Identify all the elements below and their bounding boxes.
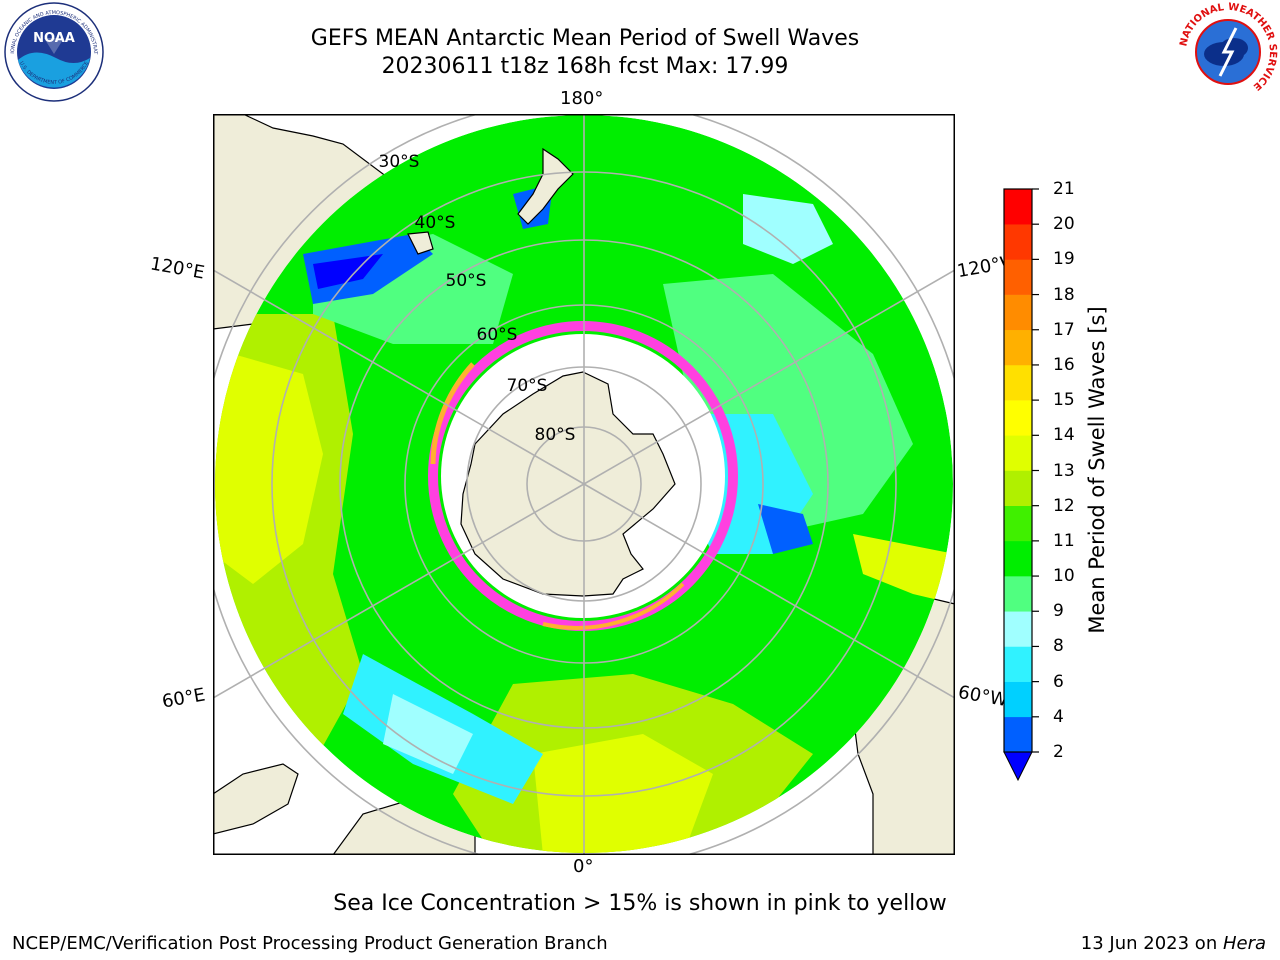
colorbar-tick-label: 2 — [1053, 742, 1064, 762]
land-madagascar — [213, 763, 299, 835]
land-tasmania — [407, 231, 434, 255]
colorbar-segments — [1004, 189, 1032, 753]
colorbar-tick-label: 18 — [1053, 284, 1075, 305]
swell-zone-south-peak — [533, 734, 713, 853]
colorbar-tick-label: 11 — [1053, 530, 1075, 551]
swell-zone-southwest-light — [383, 694, 473, 774]
colorbar — [1003, 188, 1039, 782]
lat-label-60s: 60°S — [477, 325, 518, 345]
polar-map: 30°S 40°S 50°S 60°S 70°S 80°S — [213, 114, 955, 855]
meridian-60e — [213, 483, 585, 699]
meridian-120e — [213, 269, 585, 485]
chart-title: GEFS MEAN Antarctic Mean Period of Swell… — [310, 26, 860, 51]
colorbar-tick-label: 12 — [1053, 495, 1075, 516]
sea-ice-note: Sea Ice Concentration > 15% is shown in … — [333, 891, 947, 916]
lat-label-40s: 40°S — [415, 213, 456, 233]
colorbar-tick-label: 20 — [1053, 214, 1075, 235]
lon-label-0: 0° — [573, 856, 594, 877]
colorbar-segment — [1004, 540, 1032, 577]
sea-ice-edge-orange-2 — [542, 582, 685, 630]
colorbar-tick-label: 13 — [1053, 460, 1075, 481]
chart-subtitle: 20230611 t18z 168h fcst Max: 17.99 — [381, 54, 789, 79]
colorbar-segment — [1004, 189, 1032, 225]
colorbar-tick-label: 15 — [1053, 390, 1075, 411]
lat-label-80s: 80°S — [535, 425, 576, 445]
run-host: Hera — [1222, 933, 1266, 954]
nws-logo: NATIONAL WEATHER SERVICE — [1178, 2, 1278, 100]
noaa-logo-text: NOAA — [33, 31, 75, 46]
land-antarctica — [460, 371, 676, 597]
sea-ice-edge-orange — [430, 362, 475, 465]
swell-zone-patagonia-shelf — [853, 534, 953, 604]
lat-label-30s: 30°S — [379, 152, 420, 172]
colorbar-tick-label: 21 — [1053, 179, 1075, 199]
colorbar-segment — [1004, 716, 1032, 753]
graticule — [213, 114, 955, 855]
run-date: 13 Jun 2023 on Hera — [1081, 933, 1266, 954]
swell-zone-northeast-light — [743, 194, 833, 264]
colorbar-tick-label: 10 — [1053, 566, 1075, 587]
colorbar-tick-label: 4 — [1053, 706, 1064, 727]
colorbar-segment — [1004, 224, 1032, 260]
colorbar-tick-label: 8 — [1053, 636, 1064, 657]
colorbar-extend-arrow — [1003, 751, 1033, 782]
run-date-text: 13 Jun 2023 on — [1080, 933, 1223, 954]
colorbar-segment — [1004, 470, 1032, 506]
colorbar-segment — [1004, 329, 1032, 366]
colorbar-segment — [1004, 400, 1032, 436]
meridian-60w — [583, 483, 955, 699]
land-new-zealand — [517, 147, 574, 225]
swell-zone-west-peak — [215, 354, 323, 584]
colorbar-tick-label: 19 — [1053, 249, 1075, 270]
colorbar-ticks — [1032, 188, 1039, 753]
colorbar-segment — [1004, 294, 1032, 331]
colorbar-tick-label: 17 — [1053, 319, 1075, 340]
credit-line: NCEP/EMC/Verification Post Processing Pr… — [12, 933, 608, 954]
lon-label-180: 180° — [560, 88, 604, 109]
colorbar-segment — [1004, 576, 1032, 612]
lat-label-50s: 50°S — [446, 271, 487, 291]
lon-label-60e: 60°E — [160, 684, 207, 713]
noaa-logo: NOAA NATIONAL OCEANIC AND ATMOSPHERIC AD… — [4, 2, 104, 102]
swell-zone-bight-deep — [313, 254, 383, 289]
colorbar-tick-label: 16 — [1053, 354, 1075, 375]
colorbar-segment — [1004, 364, 1032, 401]
meridian-120w — [583, 269, 955, 485]
colorbar-segment — [1004, 259, 1032, 295]
colorbar-tick-label: 14 — [1053, 425, 1075, 446]
colorbar-segment — [1004, 611, 1032, 647]
colorbar-tick-label: 6 — [1053, 671, 1064, 692]
lat-label-70s: 70°S — [507, 376, 548, 396]
colorbar-label: Mean Period of Swell Waves [s] — [1085, 306, 1109, 634]
map-frame-border — [213, 114, 955, 855]
swell-zone-drake-blue — [758, 504, 813, 554]
colorbar-tick-label: 9 — [1053, 601, 1064, 622]
lon-label-120e: 120°E — [148, 253, 207, 284]
colorbar-segment — [1004, 646, 1032, 682]
colorbar-segment — [1004, 435, 1032, 471]
colorbar-segment — [1004, 505, 1032, 542]
colorbar-segment — [1004, 681, 1032, 718]
